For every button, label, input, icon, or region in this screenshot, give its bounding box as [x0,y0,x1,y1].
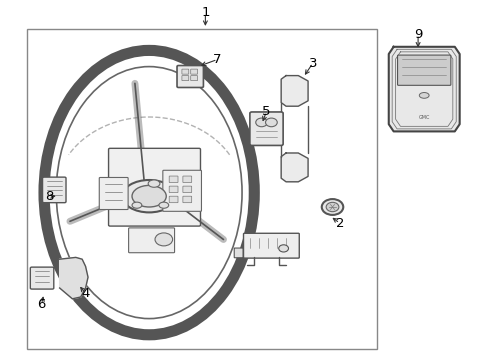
FancyBboxPatch shape [177,66,203,87]
Ellipse shape [325,202,338,212]
FancyBboxPatch shape [249,112,283,145]
Ellipse shape [255,118,267,127]
Text: 7: 7 [213,53,222,66]
FancyBboxPatch shape [163,170,201,211]
Text: 2: 2 [335,217,344,230]
Ellipse shape [122,180,176,212]
FancyBboxPatch shape [243,233,299,258]
FancyBboxPatch shape [190,69,197,74]
Text: 8: 8 [44,190,53,203]
FancyBboxPatch shape [42,177,66,203]
FancyBboxPatch shape [99,177,128,210]
FancyBboxPatch shape [128,228,174,253]
FancyBboxPatch shape [234,248,243,258]
Ellipse shape [132,185,166,207]
FancyBboxPatch shape [397,55,450,85]
Text: 5: 5 [262,105,270,118]
FancyBboxPatch shape [190,76,197,81]
Ellipse shape [278,245,288,252]
Text: 4: 4 [81,287,90,300]
Text: 1: 1 [201,6,209,19]
FancyBboxPatch shape [108,148,200,226]
FancyBboxPatch shape [169,196,178,203]
Polygon shape [281,76,307,106]
Ellipse shape [132,202,142,208]
FancyBboxPatch shape [182,69,188,74]
FancyBboxPatch shape [183,176,191,183]
Polygon shape [60,257,88,299]
Ellipse shape [419,93,428,98]
Ellipse shape [56,67,242,319]
Text: GMC: GMC [418,114,429,120]
Ellipse shape [148,180,160,187]
Polygon shape [281,153,307,182]
Ellipse shape [159,202,168,208]
Ellipse shape [321,199,343,215]
FancyBboxPatch shape [30,267,54,289]
Text: 9: 9 [413,28,422,41]
FancyBboxPatch shape [182,76,188,81]
Ellipse shape [155,233,172,246]
Polygon shape [388,47,459,131]
FancyBboxPatch shape [183,196,191,203]
FancyBboxPatch shape [169,186,178,193]
Text: 3: 3 [308,57,317,69]
FancyBboxPatch shape [183,186,191,193]
Bar [27,29,376,349]
FancyBboxPatch shape [169,176,178,183]
Ellipse shape [265,118,277,127]
Text: 6: 6 [37,298,46,311]
